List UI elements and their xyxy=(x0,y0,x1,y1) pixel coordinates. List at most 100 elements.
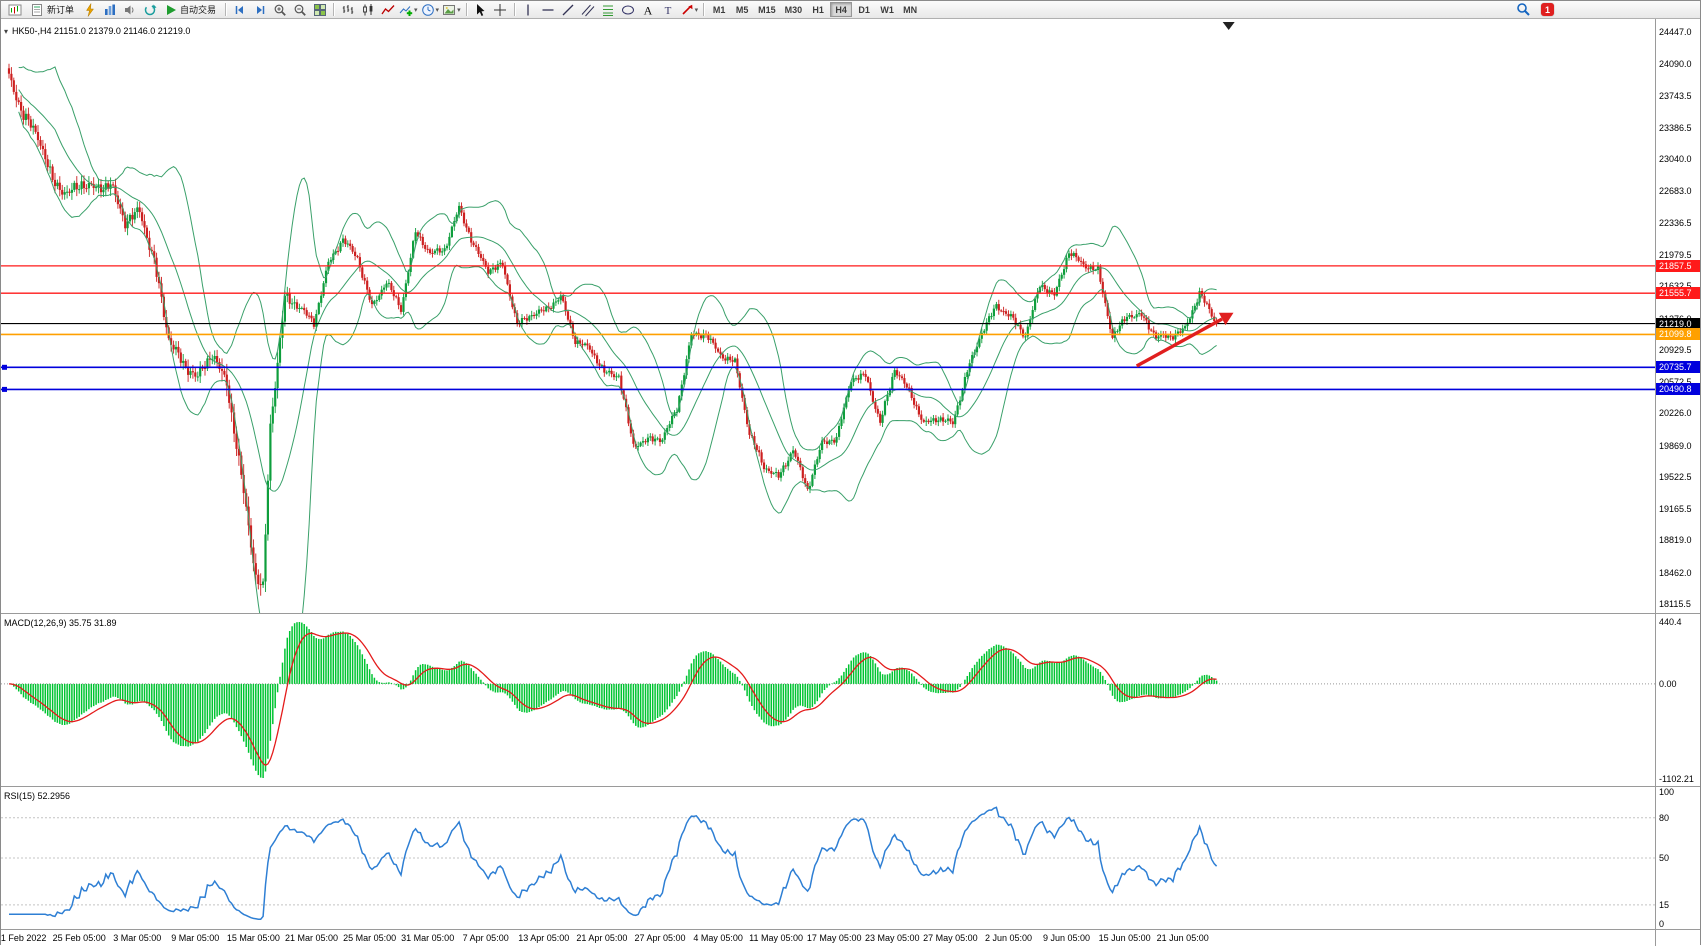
candle-chart-icon[interactable] xyxy=(358,2,377,18)
price-tick: 22683.0 xyxy=(1659,186,1692,197)
rsi-label: RSI(15) 52.2956 xyxy=(4,791,71,801)
macd-canvas[interactable] xyxy=(1,614,1656,786)
rsi-tick: 80 xyxy=(1659,812,1670,823)
text-icon[interactable]: A xyxy=(639,2,658,18)
fibonacci-icon[interactable] xyxy=(599,2,618,18)
tile-windows-icon[interactable] xyxy=(310,2,329,18)
search-icon[interactable] xyxy=(1514,2,1533,18)
refresh-icon[interactable] xyxy=(140,2,159,18)
timeframe-m5[interactable]: M5 xyxy=(735,4,749,15)
channel-icon[interactable] xyxy=(579,2,598,18)
timeframe-m15[interactable]: M15 xyxy=(758,4,776,15)
arrows-icon[interactable]: ▾ xyxy=(679,2,700,18)
toolbar: 新订单 自动交易 ▾ ▾ ▾ A T ▾ M1 M5 M15 M30 H1 H4 D1 W1 MN 1 xyxy=(1,1,1700,19)
line-chart-icon[interactable] xyxy=(378,2,397,18)
bar-chart-icon[interactable] xyxy=(338,2,357,18)
price-tick: 23743.5 xyxy=(1659,90,1692,101)
timeframe-d1[interactable]: D1 xyxy=(858,4,870,15)
price-line-tag: 21099.8 xyxy=(1656,328,1700,341)
time-tick: 21 Mar 05:00 xyxy=(284,933,339,943)
macd-tick: 440.4 xyxy=(1659,617,1682,627)
vertical-line-icon[interactable] xyxy=(519,2,538,18)
toolbar-separator xyxy=(465,3,467,16)
zoom-out-icon[interactable] xyxy=(290,2,309,18)
timeframe-m30[interactable]: M30 xyxy=(784,4,803,15)
horizontal-line-icon[interactable] xyxy=(539,2,558,18)
price-tick: 19522.5 xyxy=(1659,471,1692,482)
trend-arrow[interactable] xyxy=(1135,317,1223,368)
svg-text:A: A xyxy=(644,3,653,17)
time-tick: 9 Mar 05:00 xyxy=(171,933,220,943)
price-chart-canvas[interactable] xyxy=(1,19,1656,613)
expert-advisor-icon[interactable] xyxy=(80,2,99,18)
price-line-tag: 21857.5 xyxy=(1656,259,1700,272)
timeframe-mn[interactable]: MN xyxy=(903,4,918,15)
time-tick: 7 Apr 05:00 xyxy=(462,933,509,943)
time-axis-corner xyxy=(1655,930,1700,946)
rsi-axis[interactable]: 100 80 50 15 0 xyxy=(1655,787,1700,929)
price-tick: 19869.0 xyxy=(1659,440,1692,451)
toolbar-right-group: 1 xyxy=(1514,2,1554,18)
price-axis[interactable]: 24447.0 24090.0 23743.5 23386.5 23040.0 22683… xyxy=(1655,19,1700,613)
zoom-in-icon[interactable] xyxy=(270,2,289,18)
timeframe-h1[interactable]: H1 xyxy=(812,4,824,15)
rsi-canvas[interactable] xyxy=(1,787,1656,929)
time-tick: 9 Jun 05:00 xyxy=(1042,933,1091,943)
time-tick: 25 Feb 05:00 xyxy=(52,933,106,943)
market-watch-icon[interactable] xyxy=(100,2,119,18)
trendline-icon[interactable] xyxy=(559,2,578,18)
one-click-collapse-icon[interactable]: ▾ xyxy=(4,26,9,36)
price-line-tag: 20490.8 xyxy=(1656,383,1700,396)
time-tick: 13 Apr 05:00 xyxy=(518,933,570,943)
macd-tick: 0.00 xyxy=(1659,678,1677,689)
price-tick: 21632.5 xyxy=(1659,281,1692,291)
bollinger-upper xyxy=(18,66,1217,451)
macd-axis[interactable]: 440.4 0.00 -1102.21 xyxy=(1655,614,1700,786)
price-panel: ▾ HK50-,H4 21151.0 21379.0 21146.0 21219… xyxy=(1,19,1700,613)
label-icon[interactable]: T xyxy=(659,2,678,18)
sound-icon[interactable] xyxy=(120,2,139,18)
price-tick: 20929.5 xyxy=(1659,344,1692,355)
notification-badge[interactable]: 1 xyxy=(1541,3,1554,16)
auto-trading-button[interactable]: 自动交易 xyxy=(160,2,221,18)
new-order-button[interactable]: 新订单 xyxy=(25,2,79,18)
time-tick: 27 May 05:00 xyxy=(923,933,978,943)
crosshair-icon[interactable] xyxy=(491,2,510,18)
timeframe-h4[interactable]: H4 xyxy=(830,2,853,17)
time-tick: 27 Apr 05:00 xyxy=(634,933,686,943)
symbol-ohlc-text: HK50-,H4 21151.0 21379.0 21146.0 21219.0 xyxy=(12,26,191,36)
price-tick: 18819.0 xyxy=(1659,535,1692,546)
scroll-left-icon[interactable] xyxy=(230,2,249,18)
price-line-tag: 21219.0 xyxy=(1656,317,1700,330)
price-tick: 23386.5 xyxy=(1659,122,1692,133)
time-tick: 11 May 05:00 xyxy=(749,933,804,943)
new-chart-icon[interactable] xyxy=(5,2,24,18)
chart-shift-marker[interactable] xyxy=(1222,22,1235,30)
cursor-icon[interactable] xyxy=(471,2,490,18)
rsi-tick: 0 xyxy=(1659,919,1665,929)
svg-text:T: T xyxy=(665,5,672,17)
bollinger-lower xyxy=(18,111,1217,613)
price-line-tag: 21555.7 xyxy=(1656,287,1700,300)
scroll-right-icon[interactable] xyxy=(250,2,269,18)
time-tick: 15 Mar 05:00 xyxy=(226,933,280,943)
time-tick: 3 Mar 05:00 xyxy=(113,933,162,943)
rsi-tick: 15 xyxy=(1659,899,1670,910)
price-line-tag: 20735.7 xyxy=(1656,361,1700,374)
price-tick: 20226.0 xyxy=(1659,408,1692,419)
timeframe-m1[interactable]: M1 xyxy=(712,4,726,15)
templates-icon[interactable]: ▾ xyxy=(441,2,462,18)
time-tick: 21 Jun 05:00 xyxy=(1156,933,1209,943)
price-tick: 21979.5 xyxy=(1659,249,1692,260)
time-tick: 17 May 05:00 xyxy=(806,933,862,943)
timeframe-w1[interactable]: W1 xyxy=(880,4,894,15)
time-axis[interactable]: 21 Feb 2022 25 Feb 05:00 3 Mar 05:00 9 Mar … xyxy=(1,929,1700,946)
price-tick: 22336.5 xyxy=(1659,217,1692,228)
indicators-icon[interactable]: ▾ xyxy=(398,2,419,18)
trend-arrow-head xyxy=(1218,312,1234,326)
shapes-icon[interactable] xyxy=(619,2,638,18)
toolbar-separator xyxy=(333,3,335,16)
symbol-ohlc-label: ▾ HK50-,H4 21151.0 21379.0 21146.0 21219… xyxy=(4,26,190,36)
periods-icon[interactable]: ▾ xyxy=(420,2,441,18)
